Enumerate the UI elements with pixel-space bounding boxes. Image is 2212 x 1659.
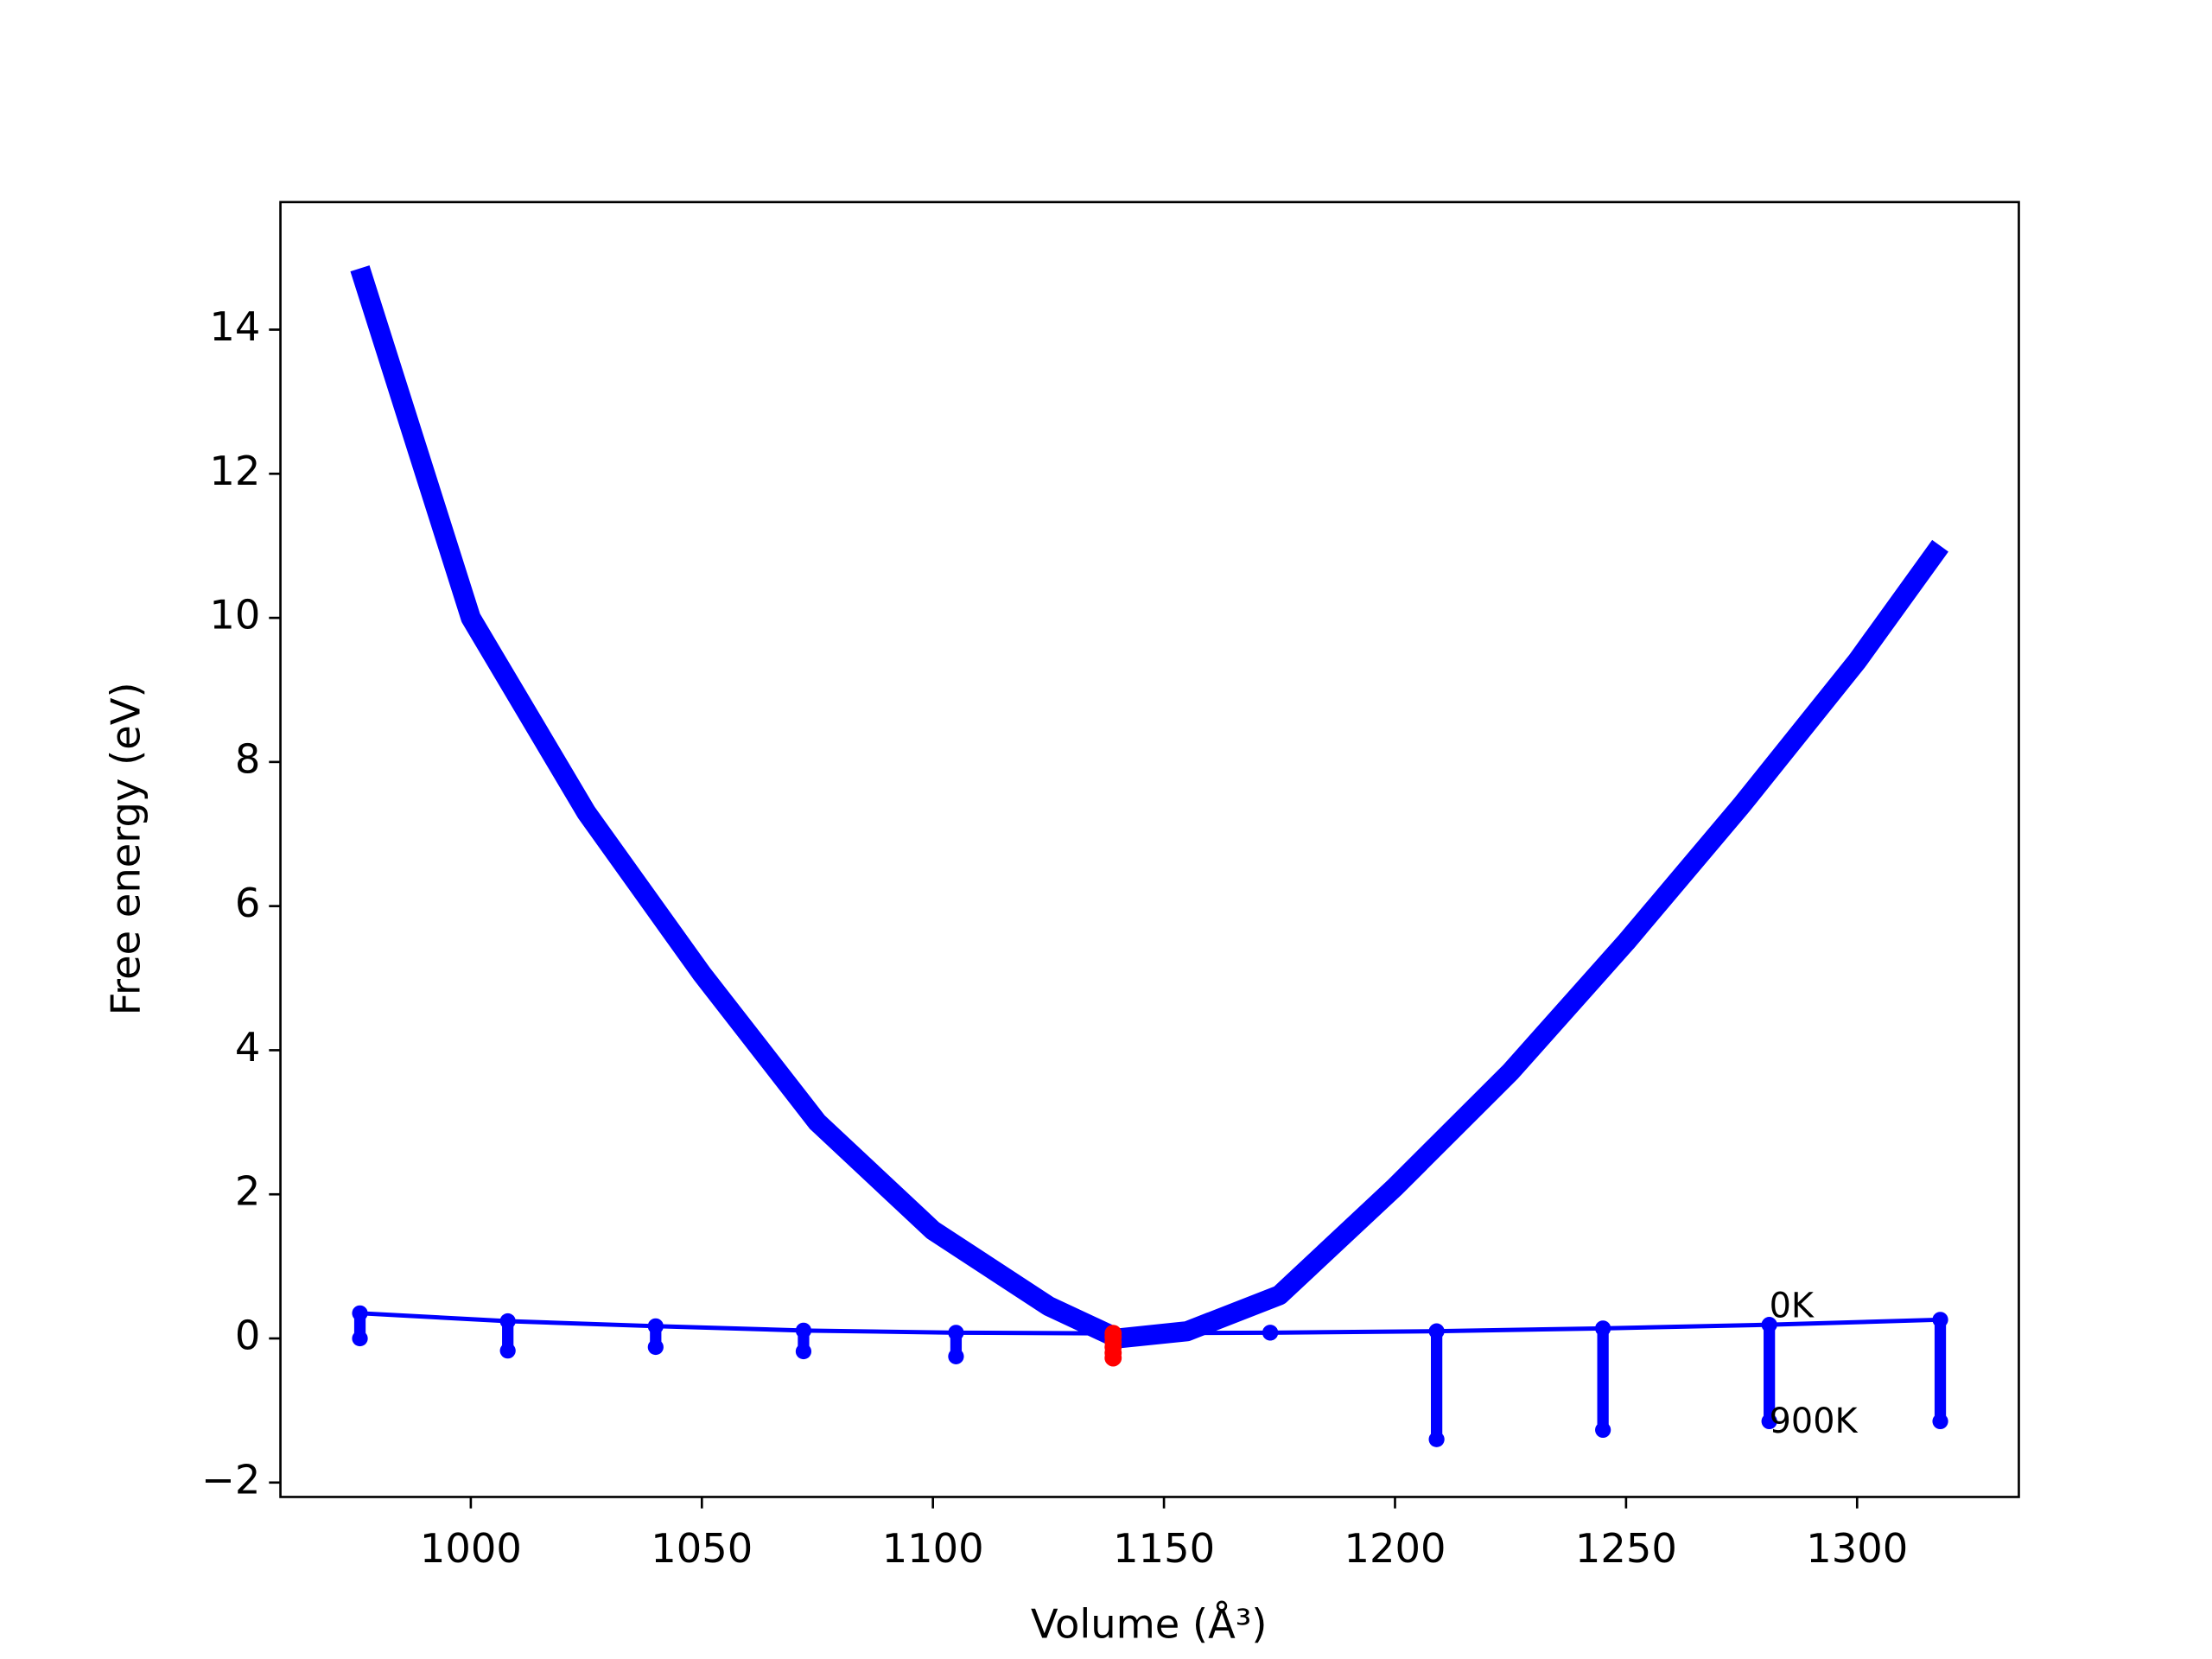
data-point [499, 1313, 516, 1330]
data-point [647, 1318, 664, 1334]
y-tick-label: 4 [235, 1024, 261, 1071]
y-tick-label: 12 [209, 448, 260, 494]
data-point [352, 1330, 368, 1347]
x-tick-label: 1100 [882, 1525, 984, 1572]
annotation: 0K [1770, 1286, 1815, 1325]
marks [350, 265, 1948, 1447]
y-tick-label: 2 [235, 1168, 261, 1215]
data-point [1595, 1421, 1611, 1439]
data-point [1428, 1431, 1445, 1447]
x-tick-label: 1000 [420, 1525, 522, 1572]
y-tick-label: 10 [209, 592, 260, 639]
data-point [1595, 1320, 1611, 1337]
data-point [1932, 1312, 1948, 1328]
x-tick-label: 1250 [1575, 1525, 1677, 1572]
y-tick-label: 0 [235, 1313, 261, 1359]
y-tick-label: 6 [235, 880, 261, 926]
minimum-point [1104, 1349, 1122, 1367]
x-tick-label: 1300 [1806, 1525, 1908, 1572]
data-point [352, 1305, 368, 1321]
data-point [795, 1343, 812, 1360]
data-point [948, 1348, 964, 1364]
data-point [1262, 1325, 1279, 1341]
axes-frame [279, 200, 2020, 1498]
data-point [1761, 1317, 1777, 1333]
y-tick-label: 14 [209, 303, 260, 350]
y-tick-label: 8 [235, 735, 261, 782]
data-point [647, 1338, 664, 1356]
y-axis-label: Free energy (eV) [103, 682, 149, 1015]
data-point [795, 1322, 812, 1338]
x-axis-label: Volume (Å³) [1031, 1601, 1268, 1648]
x-tick-label: 1200 [1344, 1525, 1446, 1572]
data-point [1761, 1413, 1777, 1430]
data-point [1932, 1413, 1948, 1430]
plot-area [280, 201, 2019, 1497]
data-point [948, 1325, 964, 1341]
annotation: 900K [1770, 1402, 1859, 1441]
data-point [1428, 1323, 1445, 1339]
x-tick-label: 1050 [651, 1525, 753, 1572]
data-point [499, 1343, 516, 1359]
y-tick-label: −2 [201, 1456, 260, 1503]
x-tick-label: 1150 [1113, 1525, 1215, 1572]
